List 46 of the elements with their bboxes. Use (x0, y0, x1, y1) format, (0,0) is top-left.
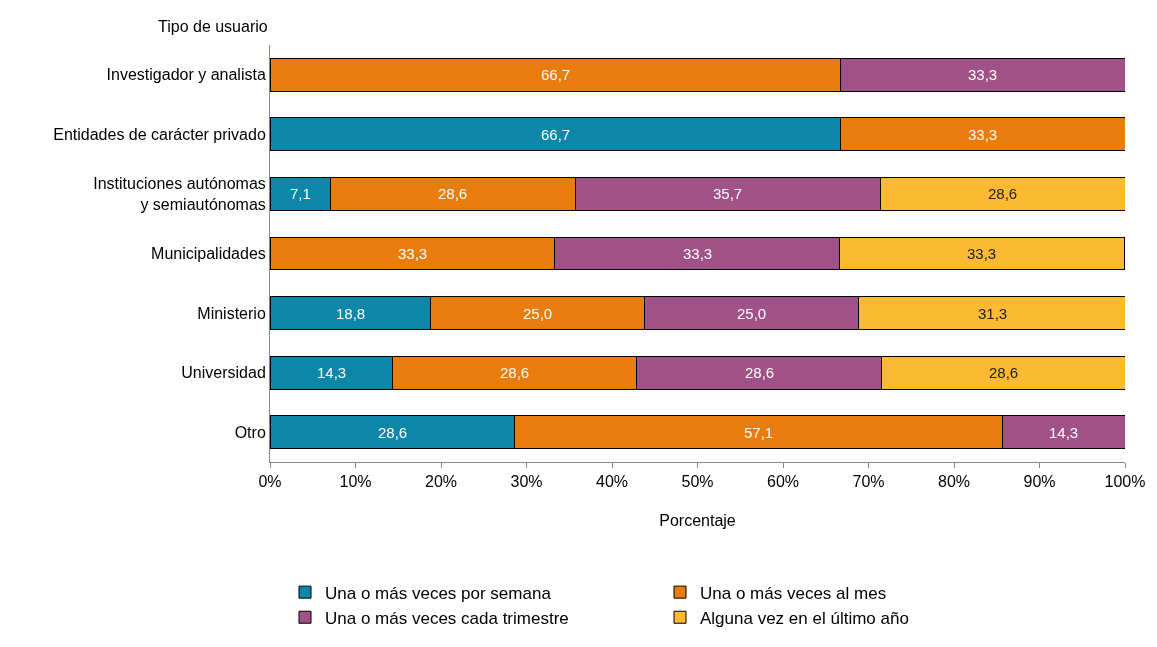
data-label: 31,3 (978, 305, 1008, 322)
y-tick-label: Municipalidades (151, 245, 266, 263)
data-label: 7,1 (290, 185, 311, 202)
y-tick-label: Ministerio (197, 304, 266, 322)
y-axis-title: Tipo de usuario (158, 18, 268, 35)
data-label: 28,6 (988, 185, 1018, 202)
x-tick-label: 80% (937, 473, 971, 491)
data-label: 14,3 (1049, 424, 1079, 441)
y-tick-label: Investigador y analista (106, 66, 266, 84)
legend-label: Una o más veces por semana (325, 583, 552, 603)
data-label: 14,3 (317, 364, 347, 381)
x-tick-label: 20% (424, 473, 458, 491)
x-tick-label: 40% (595, 473, 629, 491)
data-label: 28,6 (500, 364, 530, 381)
x-tick-label: 70% (852, 473, 885, 491)
data-label: 33,3 (968, 66, 998, 83)
data-label: 25,0 (737, 305, 767, 322)
data-label: 35,7 (713, 185, 743, 202)
data-label: 66,7 (541, 66, 571, 83)
legend-label: Alguna vez en el último año (700, 608, 909, 628)
data-label: 57,1 (744, 424, 774, 441)
data-label: 33,3 (398, 245, 428, 262)
data-label: 28,6 (378, 424, 408, 441)
data-label: 28,6 (989, 364, 1019, 381)
data-label: 66,7 (541, 126, 571, 143)
x-tick-label: 10% (339, 473, 372, 491)
data-label: 18,8 (336, 305, 366, 322)
x-tick-label: 100% (1104, 473, 1146, 491)
data-label: 28,6 (438, 185, 468, 202)
data-label: 33,3 (968, 126, 998, 143)
x-tick-label: 50% (681, 473, 714, 491)
y-tick-label: Otro (234, 423, 266, 441)
x-tick-label: 90% (1023, 473, 1056, 491)
y-tick-label: Entidades de carácter privado (53, 125, 266, 143)
data-label: 33,3 (683, 245, 713, 262)
y-tick-label: Instituciones autónomas y semiautónomas (93, 175, 266, 213)
data-label: 25,0 (523, 305, 553, 322)
x-tick-label: 30% (510, 473, 543, 491)
y-tick-label: Universidad (181, 364, 266, 382)
x-tick-label: 60% (766, 473, 800, 491)
data-label: 33,3 (967, 245, 997, 262)
data-label: 28,6 (745, 364, 775, 381)
x-tick-label: 0% (258, 473, 282, 491)
legend-label: Una o más veces al mes (700, 583, 887, 603)
legend-label: Una o más veces cada trimestre (325, 608, 569, 628)
x-axis-title: Porcentaje (659, 511, 736, 529)
